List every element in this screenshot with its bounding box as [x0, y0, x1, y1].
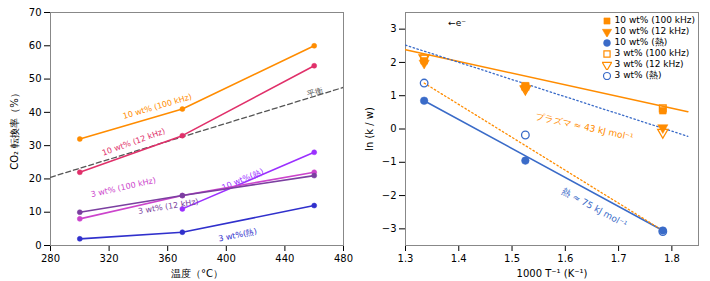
- svg-text:1000 T⁻¹ (K⁻¹): 1000 T⁻¹ (K⁻¹): [517, 268, 588, 279]
- svg-text:3 wt% (100 kHz): 3 wt% (100 kHz): [90, 176, 157, 199]
- svg-text:60: 60: [29, 40, 42, 51]
- html-text:10 wt% (12 kHz): 10 wt% (12 kHz): [614, 26, 690, 36]
- svg-text:360: 360: [158, 253, 177, 264]
- svg-text:CO₂ 転換率（%）: CO₂ 転換率（%）: [9, 88, 20, 170]
- svg-text:1.7: 1.7: [611, 253, 627, 264]
- svg-text:1.6: 1.6: [557, 253, 573, 264]
- svg-text:10 wt% (100 kHz): 10 wt% (100 kHz): [122, 92, 193, 121]
- svg-text:3: 3: [390, 23, 396, 34]
- svg-text:←e⁻: ←e⁻: [448, 18, 466, 28]
- svg-text:400: 400: [217, 253, 236, 264]
- html-text:10 wt% (100 kHz): 10 wt% (100 kHz): [614, 15, 695, 25]
- svg-text:1.3: 1.3: [398, 253, 414, 264]
- svg-text:プラズマ ≈ 43 kJ mol⁻¹: プラズマ ≈ 43 kJ mol⁻¹: [535, 111, 635, 142]
- svg-text:10 wt%(熱): 10 wt%(熱): [220, 166, 265, 193]
- svg-text:70: 70: [29, 7, 42, 18]
- svg-text:50: 50: [29, 73, 42, 84]
- svg-text:40: 40: [29, 107, 42, 118]
- svg-text:320: 320: [100, 253, 119, 264]
- svg-text:280: 280: [41, 253, 60, 264]
- svg-text:1.5: 1.5: [504, 253, 520, 264]
- svg-text:1.8: 1.8: [664, 253, 680, 264]
- svg-text:−1: −1: [382, 156, 397, 167]
- svg-text:0: 0: [390, 123, 396, 134]
- svg-text:−3: −3: [382, 223, 397, 234]
- svg-text:熱 ≈ 75 kJ mol⁻¹: 熱 ≈ 75 kJ mol⁻¹: [560, 186, 629, 230]
- svg-text:440: 440: [275, 253, 294, 264]
- svg-text:480: 480: [334, 253, 353, 264]
- html-text:3 wt% (熱): 3 wt% (熱): [614, 70, 662, 80]
- svg-text:1: 1: [390, 90, 396, 101]
- svg-text:1.4: 1.4: [451, 253, 467, 264]
- svg-text:20: 20: [29, 173, 42, 184]
- svg-text:2: 2: [390, 57, 396, 68]
- svg-text:3 wt%(熱): 3 wt%(熱): [218, 227, 258, 244]
- svg-text:3 wt% (12 kHz): 3 wt% (12 kHz): [137, 197, 199, 216]
- svg-text:0: 0: [35, 240, 41, 251]
- svg-text:ln (k / w): ln (k / w): [364, 107, 375, 151]
- svg-text:10 wt% (12 kHz): 10 wt% (12 kHz): [101, 127, 167, 158]
- html-text:10 wt% (熱): 10 wt% (熱): [614, 37, 668, 47]
- svg-text:10: 10: [29, 206, 42, 217]
- svg-text:−2: −2: [382, 190, 397, 201]
- html-text:3 wt% (12 kHz): 3 wt% (12 kHz): [614, 59, 684, 69]
- svg-text:平衡: 平衡: [306, 86, 324, 99]
- svg-text:30: 30: [29, 140, 42, 151]
- svg-text:温度（°C）: 温度（°C）: [171, 268, 223, 279]
- html-text:3 wt% (100 kHz): 3 wt% (100 kHz): [614, 48, 690, 58]
